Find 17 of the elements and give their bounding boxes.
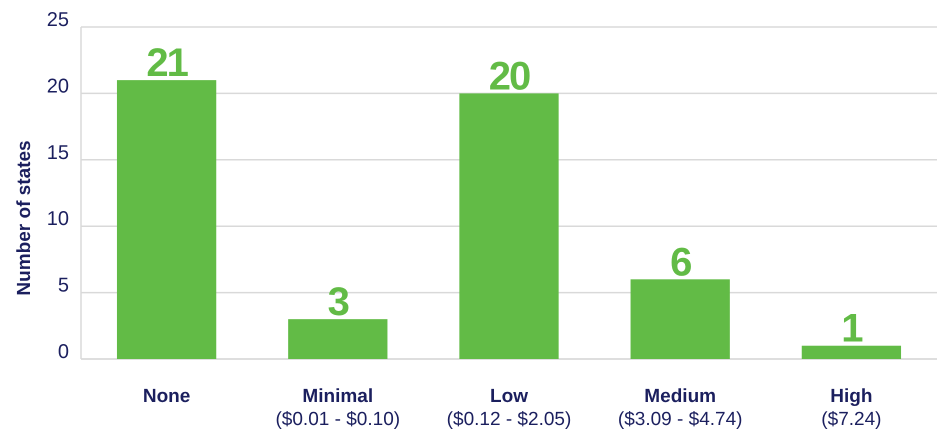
y-tick-label: 20 bbox=[46, 75, 69, 98]
y-tick-label: 5 bbox=[58, 274, 69, 297]
data-label: 20 bbox=[488, 54, 530, 98]
x-tick-label: None bbox=[142, 386, 190, 407]
y-axis-title: Number of states bbox=[14, 140, 35, 296]
x-tick-label: Medium ($3.09 - $4.74) bbox=[618, 386, 743, 430]
data-label: 6 bbox=[670, 240, 692, 284]
y-tick-label: 10 bbox=[46, 208, 69, 230]
y-tick-label: 25 bbox=[46, 9, 69, 31]
data-label: 1 bbox=[841, 306, 864, 351]
x-tick-label: Low ($0.12 - $2.05) bbox=[446, 386, 572, 430]
data-label: 3 bbox=[328, 280, 349, 324]
y-tick-label: 15 bbox=[46, 142, 69, 164]
data-label: 21 bbox=[146, 41, 189, 86]
y-tick-label: 0 bbox=[58, 341, 69, 363]
x-tick-label: High ($7.24) bbox=[821, 386, 882, 430]
x-tick-label: Minimal ($0.01 - $0.10) bbox=[275, 386, 400, 430]
